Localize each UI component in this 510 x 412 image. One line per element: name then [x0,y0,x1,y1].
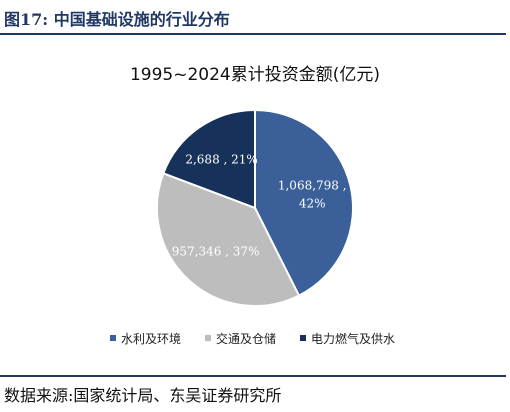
data-label-2: 957,346 , 37% [172,245,260,259]
legend-label-1: 水利及环境 [121,331,181,346]
pie-slice-1 [254,108,354,297]
legend-swatch-3 [300,335,306,341]
legend-swatch-1 [110,335,116,341]
source-note: 数据来源:国家统计局、东吴证券研究所 [4,386,282,405]
legend-swatch-2 [205,335,211,341]
footer-rule [0,375,506,377]
figure-label: 图17: [4,10,49,29]
figure-title: 图17: 中国基础设施的行业分布 [4,6,230,30]
legend-label-3: 电力燃气及供水 [311,331,395,346]
header-rule [0,33,506,35]
figure-header: 图17: 中国基础设施的行业分布 [0,0,510,36]
legend-label-2: 交通及仓储 [216,331,276,346]
pie-slice-3 [162,108,256,210]
pie-chart: 1995~2024累计投资金额(亿元) 1,068,798 , 42% 957,346… [110,65,395,346]
data-label-1: 1,068,798 , 42% [278,178,347,210]
chart-title: 1995~2024累计投资金额(亿元) [130,65,380,85]
data-label-3: 2,688 , 21% [185,153,257,167]
figure-title-text: 中国基础设施的行业分布 [53,10,230,29]
pie-slice-2 [156,172,301,307]
